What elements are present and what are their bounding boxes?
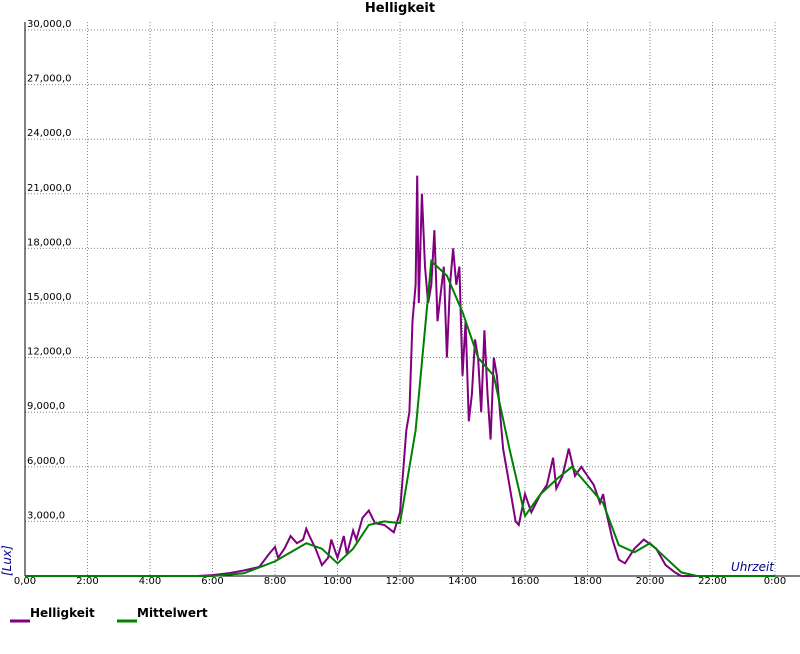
y-tick-label: 24,000,0	[27, 128, 72, 139]
y-tick-label: 30,000,0	[27, 19, 72, 30]
x-tick-label: 6:00	[201, 576, 223, 587]
line-series	[25, 258, 775, 577]
x-tick-label: 4:00	[139, 576, 161, 587]
x-tick-label: 8:00	[264, 576, 286, 587]
x-tick-label: 16:00	[511, 576, 540, 587]
x-tick-label: 0:00	[764, 576, 786, 587]
x-tick-label: 0,00	[14, 576, 36, 587]
x-tick-label: 14:00	[448, 576, 477, 587]
y-tick-label: 18,000,0	[27, 237, 72, 248]
chart-title: Helligkeit	[365, 1, 435, 16]
y-tick-label: 6,000,0	[27, 456, 65, 467]
x-tick-label: 12:00	[386, 576, 415, 587]
y-tick-label: 15,000,0	[27, 292, 72, 303]
y-axis-label: [Lux]	[0, 545, 14, 576]
x-tick-label: 2:00	[76, 576, 98, 587]
x-tick-label: 22:00	[698, 576, 727, 587]
y-tick-label: 27,000,0	[27, 74, 72, 85]
y-tick-label: 9,000,0	[27, 401, 65, 412]
x-tick-label: 20:00	[636, 576, 665, 587]
y-tick-label: 3,000,0	[27, 510, 65, 521]
x-tick-label: 10:00	[323, 576, 352, 587]
x-axis-label: Uhrzeit	[731, 560, 775, 574]
x-tick-label: 18:00	[573, 576, 602, 587]
legend-label: Mittelwert	[137, 606, 208, 620]
y-tick-label: 12,000,0	[27, 347, 72, 358]
legend-label: Helligkeit	[30, 606, 95, 620]
y-tick-label: 21,000,0	[27, 183, 72, 194]
